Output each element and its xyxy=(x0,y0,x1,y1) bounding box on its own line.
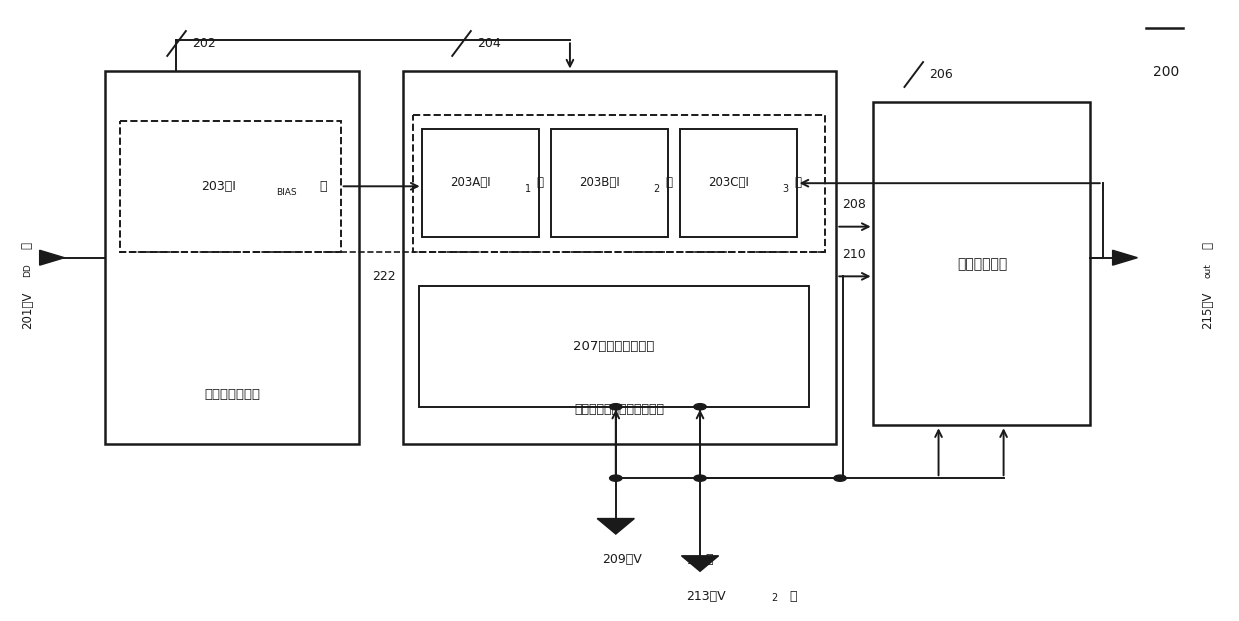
Polygon shape xyxy=(40,250,64,265)
Circle shape xyxy=(610,404,622,410)
Text: 201（V: 201（V xyxy=(21,292,33,329)
Text: ）: ） xyxy=(536,176,544,189)
Circle shape xyxy=(694,404,706,410)
Bar xyxy=(403,71,836,444)
Text: 200: 200 xyxy=(1154,65,1180,79)
Text: 207（源端输入对）: 207（源端输入对） xyxy=(574,340,654,353)
Text: ）: ） xyxy=(789,590,797,603)
Bar xyxy=(873,102,1090,425)
Polygon shape xyxy=(681,556,719,571)
Text: ）: ） xyxy=(1202,242,1214,249)
Text: ）: ） xyxy=(665,176,673,189)
Text: ）: ） xyxy=(21,242,33,249)
Text: ）: ） xyxy=(705,553,712,566)
Bar xyxy=(551,129,668,237)
Circle shape xyxy=(834,475,846,481)
Text: 1: 1 xyxy=(525,184,530,194)
Circle shape xyxy=(610,475,622,481)
Text: 峰值电流源电路: 峰值电流源电路 xyxy=(204,388,260,401)
Text: 208: 208 xyxy=(843,198,866,211)
Text: 203A（I: 203A（I xyxy=(451,176,491,189)
Text: 源端输入的迟滞比较器电路: 源端输入的迟滞比较器电路 xyxy=(575,404,664,416)
Text: 222: 222 xyxy=(372,270,395,283)
Text: ）: ） xyxy=(794,176,802,189)
Bar xyxy=(105,71,359,444)
Text: DD: DD xyxy=(22,263,32,277)
Text: 203（I: 203（I xyxy=(201,180,235,193)
Text: 1: 1 xyxy=(688,556,693,566)
Text: ）: ） xyxy=(320,180,327,193)
Bar xyxy=(413,115,825,252)
Text: 2: 2 xyxy=(653,184,660,194)
Text: 203C（I: 203C（I xyxy=(709,176,748,189)
Text: 209（V: 209（V xyxy=(602,553,642,566)
Text: 206: 206 xyxy=(929,68,953,81)
Text: BIAS: BIAS xyxy=(276,188,296,197)
Text: 2: 2 xyxy=(771,593,778,603)
Bar xyxy=(120,121,341,252)
Bar xyxy=(422,129,539,237)
Bar xyxy=(419,286,809,407)
Text: 电压输出电路: 电压输出电路 xyxy=(957,257,1007,271)
Text: 215（V: 215（V xyxy=(1202,292,1214,329)
Polygon shape xyxy=(597,519,634,534)
Text: 3: 3 xyxy=(783,184,788,194)
Text: 210: 210 xyxy=(843,248,866,261)
Circle shape xyxy=(694,475,706,481)
Text: 204: 204 xyxy=(477,37,501,50)
Text: 203B（I: 203B（I xyxy=(580,176,620,189)
Text: 213（V: 213（V xyxy=(686,590,726,603)
Text: 202: 202 xyxy=(192,37,216,50)
Text: out: out xyxy=(1203,263,1213,278)
Bar xyxy=(680,129,797,237)
Polygon shape xyxy=(1113,250,1137,265)
